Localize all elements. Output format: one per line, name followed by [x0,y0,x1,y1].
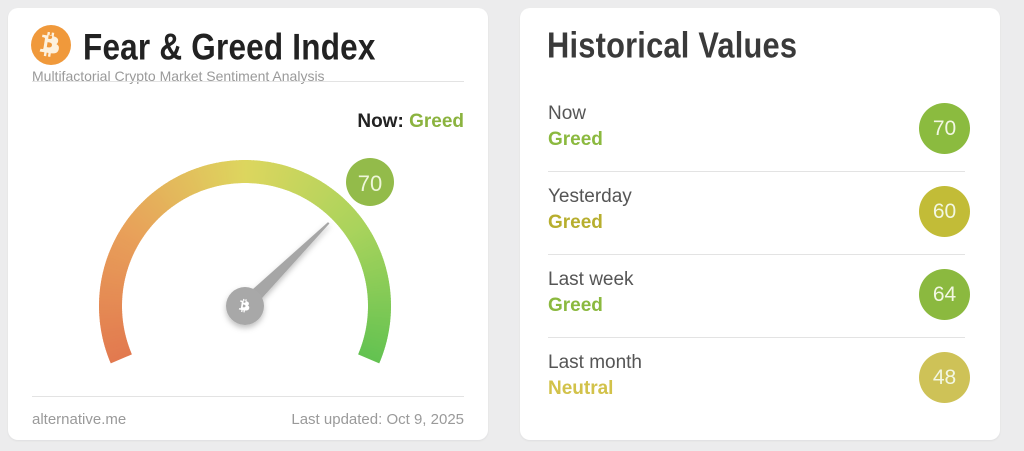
svg-text:70: 70 [358,171,382,196]
